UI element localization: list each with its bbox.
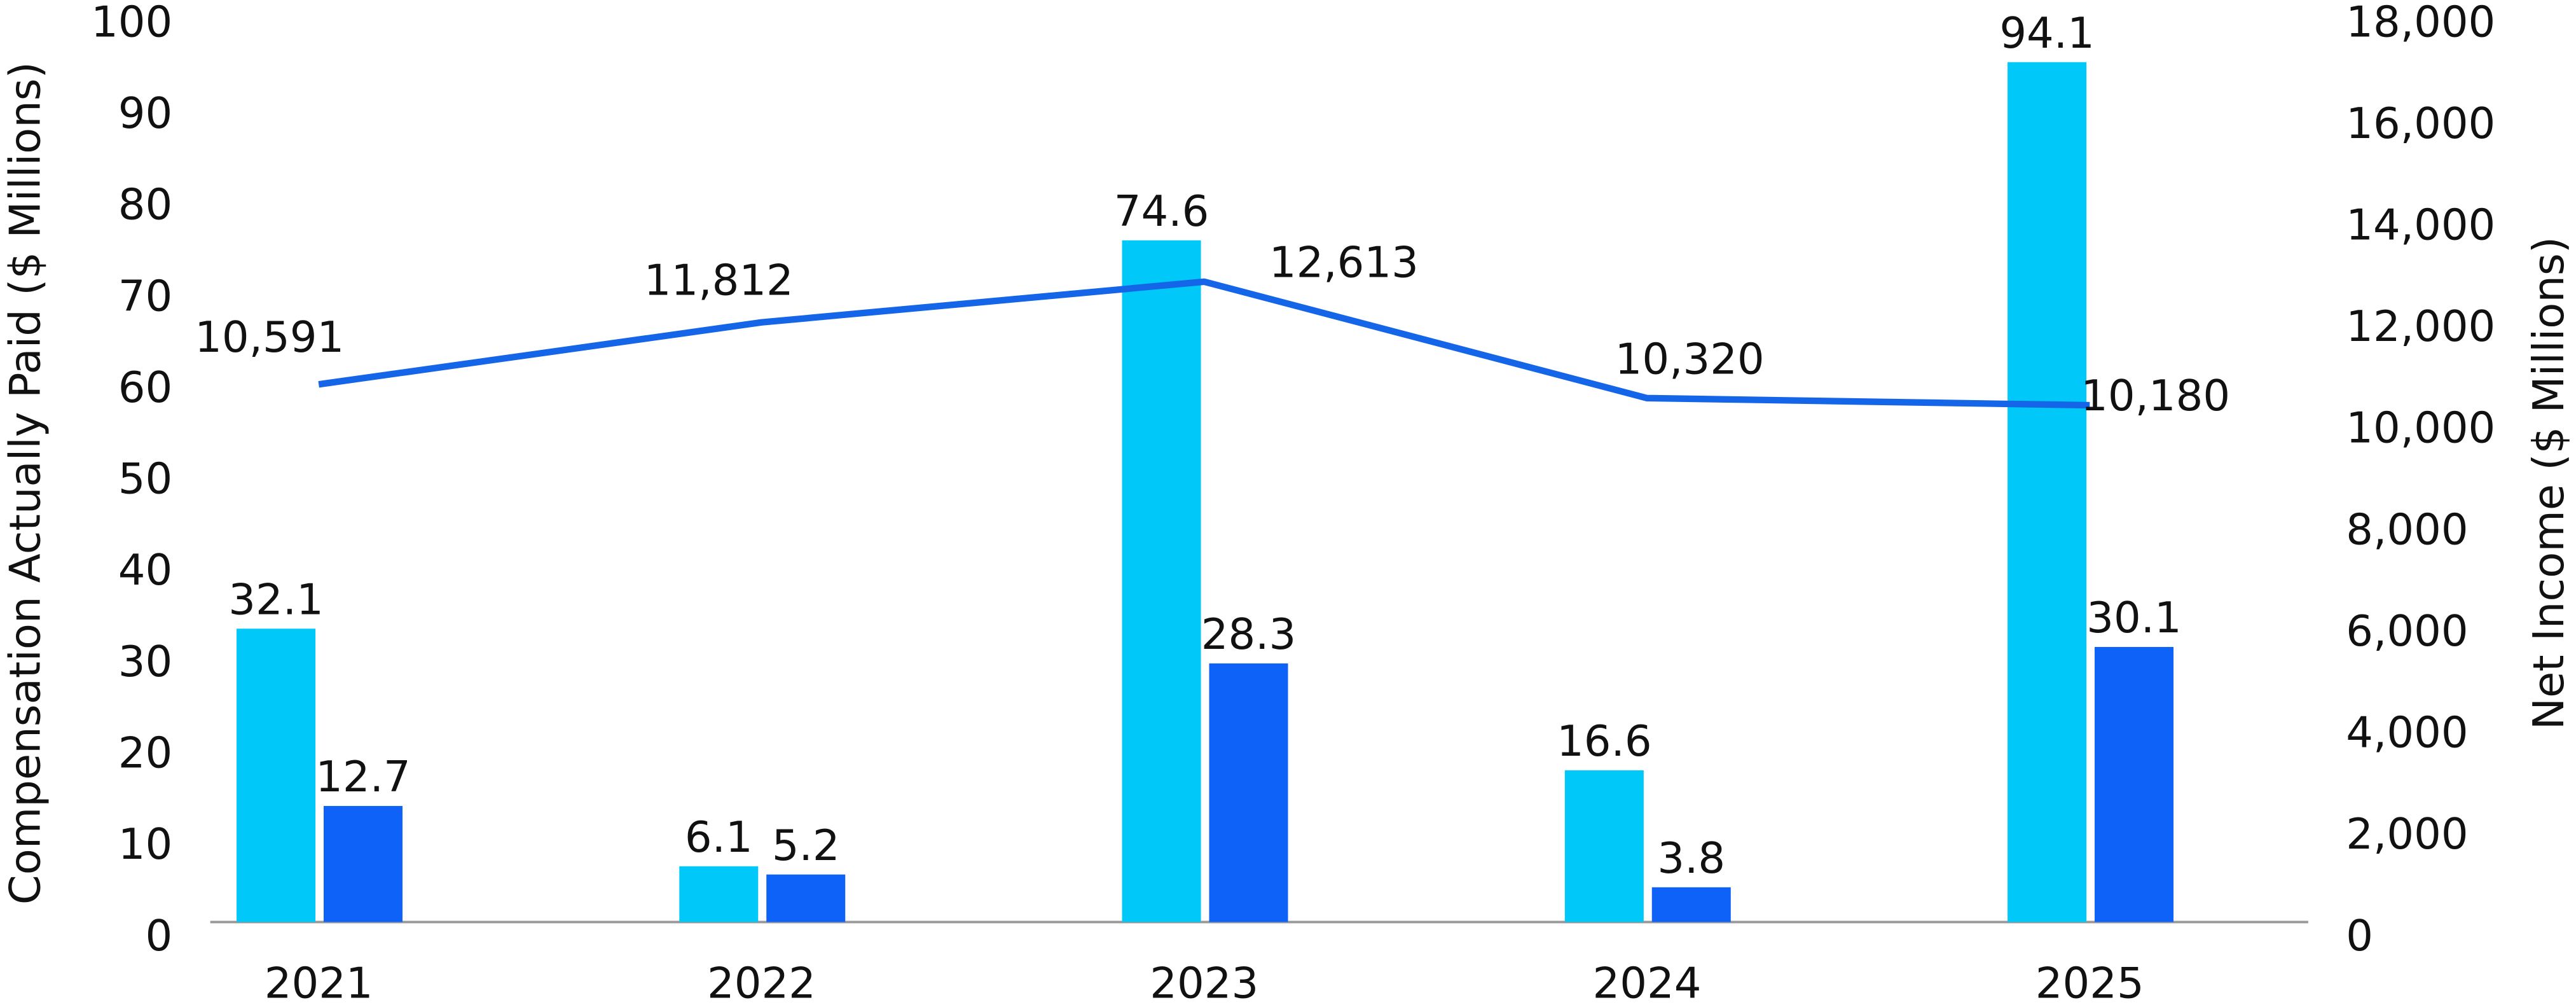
y-tick-label: 90 bbox=[118, 88, 172, 138]
y-tick-label: 0 bbox=[146, 911, 173, 961]
x-tick-label: 2025 bbox=[2035, 959, 2144, 1007]
line-value-label: 10,591 bbox=[195, 312, 344, 362]
x-tick-label: 2024 bbox=[1593, 959, 1702, 1007]
y2-tick-label: 0 bbox=[2346, 911, 2373, 961]
y-tick-label: 70 bbox=[118, 271, 172, 321]
y-tick-label: 40 bbox=[118, 545, 172, 595]
y2-tick-label: 14,000 bbox=[2346, 200, 2495, 250]
bar bbox=[2095, 647, 2174, 922]
bar bbox=[1122, 240, 1201, 922]
line-value-label: 12,613 bbox=[1269, 238, 1419, 288]
bar-value-label: 5.2 bbox=[772, 821, 840, 870]
x-tick-label: 2021 bbox=[265, 959, 373, 1007]
y2-tick-label: 16,000 bbox=[2346, 99, 2495, 148]
y-tick-label: 100 bbox=[91, 0, 172, 46]
y2-tick-label: 8,000 bbox=[2346, 504, 2468, 554]
y2-tick-label: 6,000 bbox=[2346, 606, 2468, 656]
bar bbox=[1209, 663, 1288, 922]
y-tick-label: 80 bbox=[118, 180, 172, 230]
y2-tick-label: 2,000 bbox=[2346, 809, 2468, 859]
y2-tick-label: 18,000 bbox=[2346, 0, 2495, 46]
x-tick-label: 2022 bbox=[707, 959, 816, 1007]
line bbox=[318, 278, 2090, 409]
y2-tick-label: 12,000 bbox=[2346, 302, 2495, 351]
bar bbox=[2008, 62, 2087, 922]
bar-value-label: 74.6 bbox=[1114, 186, 1209, 236]
bar bbox=[323, 805, 403, 922]
bar bbox=[1651, 887, 1731, 922]
bar-value-label: 32.1 bbox=[228, 575, 324, 625]
bar bbox=[237, 629, 316, 922]
y-tick-label: 20 bbox=[118, 728, 172, 777]
y2-tick-label: 4,000 bbox=[2346, 708, 2468, 758]
bar bbox=[679, 866, 759, 922]
line-value-label: 11,812 bbox=[644, 255, 794, 305]
line-value-label: 10,320 bbox=[1615, 335, 1765, 384]
y-tick-label: 50 bbox=[118, 454, 172, 504]
x-tick-label: 2023 bbox=[1150, 959, 1258, 1007]
y-tick-label: 60 bbox=[118, 363, 172, 412]
bar-value-label: 12.7 bbox=[315, 752, 411, 802]
bar-value-label: 6.1 bbox=[685, 812, 753, 862]
bar-value-label: 30.1 bbox=[2086, 593, 2182, 642]
y-tick-label: 10 bbox=[118, 819, 172, 869]
bar-value-label: 94.1 bbox=[1999, 8, 2095, 58]
bar-value-label: 3.8 bbox=[1657, 833, 1725, 883]
y2-tick-label: 10,000 bbox=[2346, 403, 2495, 453]
bar bbox=[1564, 770, 1644, 922]
bar-value-label: 16.6 bbox=[1557, 716, 1652, 766]
y2-axis-title: Net Income ($ Millions) bbox=[2524, 237, 2573, 730]
y-tick-label: 30 bbox=[118, 637, 172, 686]
bar bbox=[766, 874, 846, 922]
y-axis-title: Compensation Actually Paid ($ Millions) bbox=[0, 62, 50, 905]
bar-value-label: 28.3 bbox=[1201, 609, 1297, 659]
line-value-label: 10,180 bbox=[2081, 371, 2230, 420]
